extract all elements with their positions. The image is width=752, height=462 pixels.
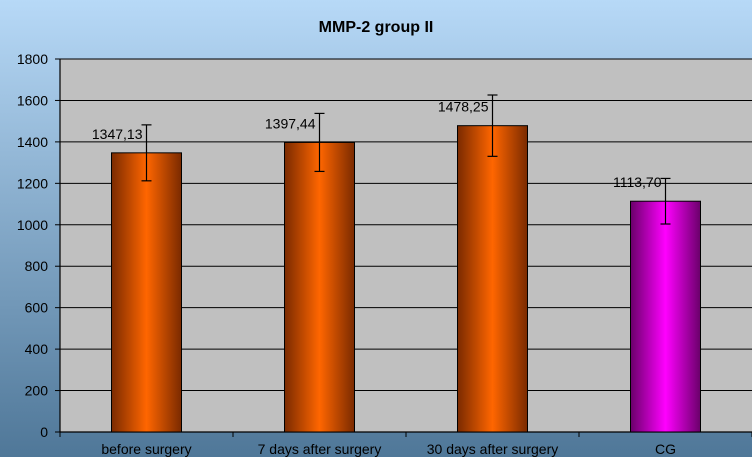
x-axis-ticks: before surgery 7 days after surgery 30 day… [59,432,752,457]
data-label: 1397,44 [265,115,316,131]
bar-7-days-after-surgery [284,141,355,433]
y-tick-label: 1400 [17,134,48,150]
chart-title: MMP-2 group II [319,19,434,36]
bar-cg [630,200,701,433]
y-tick-label: 200 [25,383,49,399]
y-tick-label: 1200 [17,175,48,191]
bars [111,125,701,433]
y-tick-label: 800 [25,258,49,274]
y-tick-label: 0 [40,424,48,440]
y-tick-label: 1000 [17,217,48,233]
x-tick-label: CG [655,441,676,457]
y-tick-label: 1800 [17,51,48,67]
data-label: 1347,13 [92,126,143,142]
y-tick-label: 600 [25,300,49,316]
y-tick-label: 1600 [17,92,48,108]
x-tick-label: 30 days after surgery [427,441,559,457]
y-axis-ticks: 0 200 400 600 800 1000 1200 1400 1600 1800 [17,51,60,440]
data-labels: 1347,13 1397,44 1478,25 1113,70 [92,99,662,191]
data-label: 1113,70 [613,174,662,190]
bar-before-surgery [111,152,182,433]
bar-30-days-after-surgery [457,125,528,433]
y-tick-label: 400 [25,341,49,357]
error-bars [141,94,671,225]
x-tick-label: before surgery [101,441,191,457]
x-tick-label: 7 days after surgery [258,441,382,457]
data-label: 1478,25 [438,99,489,115]
